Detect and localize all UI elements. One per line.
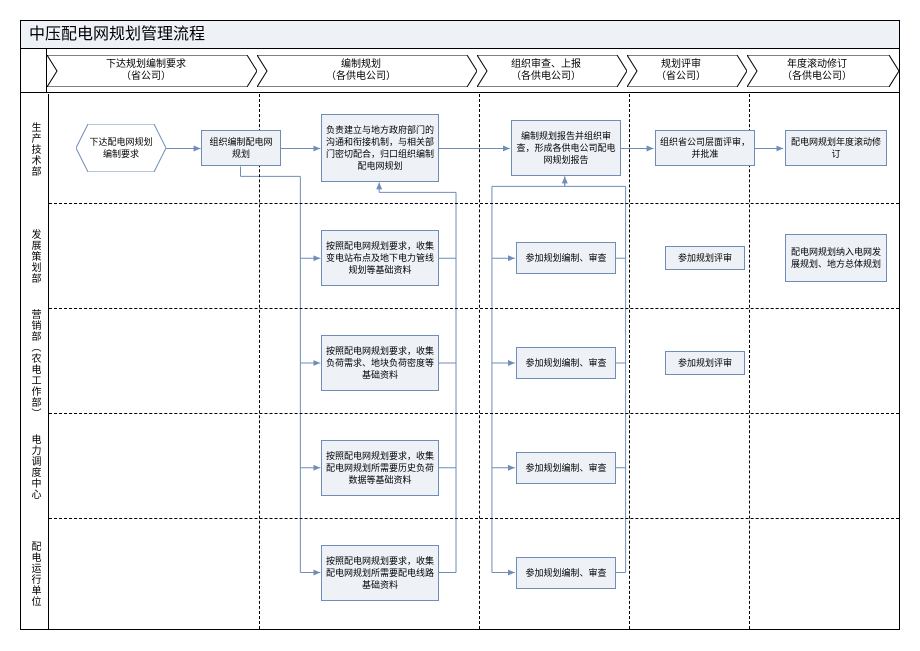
lane-label-3: 电力调度中心 [21, 414, 49, 519]
swimlanes: 生产技术部发展策划部营销部（农电工作部）电力调度中心配电运行单位 下达配电网规划编… [21, 94, 899, 629]
node-n8: 参加规划编制、审查 [516, 242, 616, 274]
phase-4: 年度滚动修订（各供电公司） [747, 49, 899, 92]
col-sep-1 [479, 94, 480, 629]
phase-0: 下达规划编制要求（省公司） [47, 49, 257, 92]
phase-1: 编制规划（各供电公司） [257, 49, 477, 92]
lane-label-0: 生产技术部 [21, 94, 49, 204]
node-n16: 配电网规划纳入电网发展规划、地方总体规划 [785, 234, 887, 282]
node-n0: 下达配电网规划编制要求 [76, 124, 166, 172]
col-sep-0 [259, 94, 260, 629]
node-n7: 编制规划报告并组织审查，形成各供电公司配电网规划报告 [511, 120, 621, 176]
node-n5: 按照配电网规划要求，收集配电网规划所需要历史负荷数据等基础资料 [321, 440, 439, 496]
node-n14: 参加规划评审 [665, 351, 745, 375]
phase-label-2: 组织审查、上报（各供电公司） [477, 55, 615, 87]
phase-cells: 下达规划编制要求（省公司） 编制规划（各供电公司） 组织审查、上报（各供电公司） 规划… [47, 49, 899, 92]
node-n15: 配电网规划年度滚动修订 [785, 130, 887, 166]
node-n2: 负责建立与地方政府部门的沟通和衔接机制，与相关部门密切配合，归口组织编制配电网规… [321, 114, 439, 182]
phase-2: 组织审查、上报（各供电公司） [477, 49, 627, 92]
node-n10: 参加规划编制、审查 [516, 452, 616, 484]
col-sep-3 [749, 94, 750, 629]
node-text-n0: 下达配电网规划编制要求 [76, 136, 166, 160]
phase-label-3: 规划评审（省公司） [627, 55, 735, 87]
diagram-title: 中压配电网规划管理流程 [21, 21, 899, 49]
lane-label-2: 营销部（农电工作部） [21, 309, 49, 414]
node-n4: 按照配电网规划要求，收集负荷需求、地块负荷密度等基础资料 [321, 335, 439, 391]
phase-label-0: 下达规划编制要求（省公司） [47, 55, 245, 87]
lane-2: 营销部（农电工作部） [21, 309, 899, 414]
lane-label-4: 配电运行单位 [21, 519, 49, 629]
node-n1: 组织编制配电网规划 [201, 130, 281, 166]
node-n12: 组织省公司层面评审，并批准 [655, 130, 755, 166]
node-n9: 参加规划编制、审查 [516, 347, 616, 379]
lane-1: 发展策划部 [21, 204, 899, 309]
diagram-frame: 中压配电网规划管理流程 下达规划编制要求（省公司） 编制规划（各供电公司） 组织审查… [20, 20, 900, 630]
node-n6: 按照配电网规划要求，收集配电网规划所需要配电线路基础资料 [321, 545, 439, 601]
node-n13: 参加规划评审 [665, 246, 745, 270]
phase-3: 规划评审（省公司） [627, 49, 747, 92]
lane-3: 电力调度中心 [21, 414, 899, 519]
node-n11: 参加规划编制、审查 [516, 557, 616, 589]
phase-row-spacer [21, 49, 47, 92]
phase-label-4: 年度滚动修订（各供电公司） [747, 55, 887, 87]
node-n3: 按照配电网规划要求，收集变电站布点及地下电力管线规划等基础资料 [321, 230, 439, 286]
col-sep-2 [629, 94, 630, 629]
phase-label-1: 编制规划（各供电公司） [257, 55, 465, 87]
phase-header-row: 下达规划编制要求（省公司） 编制规划（各供电公司） 组织审查、上报（各供电公司） 规划… [21, 49, 899, 93]
lane-4: 配电运行单位 [21, 519, 899, 629]
lane-label-1: 发展策划部 [21, 204, 49, 309]
